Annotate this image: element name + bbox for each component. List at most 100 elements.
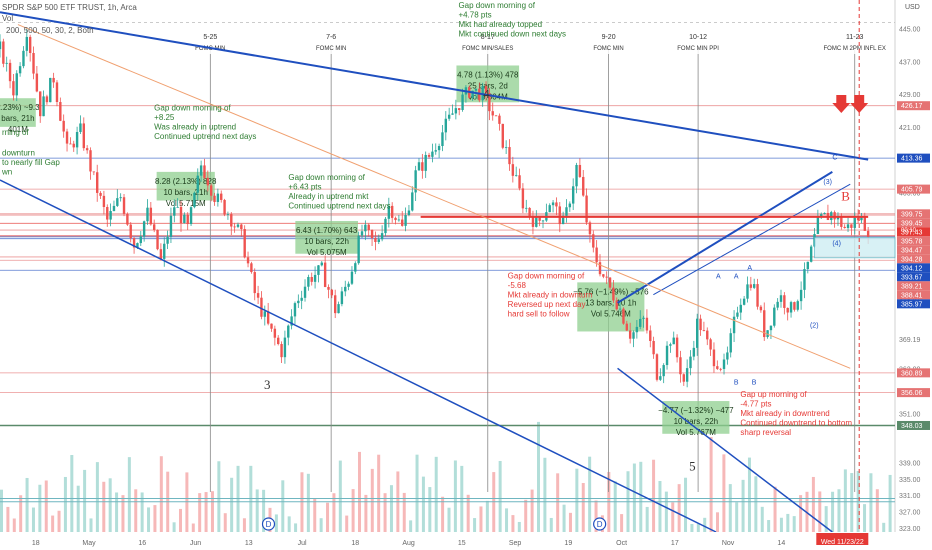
- price-tick-label: 323.00: [899, 526, 921, 533]
- candle-body: [387, 205, 391, 219]
- event-label: FOMC M 2PM INFL EX: [823, 46, 885, 52]
- price-tag-label: 413.36: [901, 156, 923, 163]
- measure-boxes: 2.23%) ~9.3 bars, 21h 401M 8.28 (2.13%) 828…: [0, 65, 734, 437]
- event-label: FOMC MIN: [593, 46, 623, 52]
- candle-body: [749, 284, 753, 288]
- candle-body: [106, 207, 109, 220]
- volume-bar: [543, 457, 547, 532]
- volume-bar: [95, 462, 99, 532]
- volume-bar: [38, 484, 42, 532]
- candle-body: [89, 150, 92, 172]
- wave-label: 5: [689, 459, 696, 474]
- candle-body: [2, 41, 5, 64]
- measure-box-text: 13 bars, 10 1h: [585, 298, 636, 307]
- candle-body: [451, 113, 454, 115]
- candle-body: [49, 77, 52, 103]
- volume-bar: [786, 513, 790, 532]
- candle-body: [394, 217, 397, 221]
- volume-bar: [345, 515, 349, 532]
- volume-bar: [332, 493, 336, 532]
- volume-bar: [747, 457, 751, 532]
- candle-body: [213, 195, 216, 202]
- down-arrow-icon: [832, 95, 851, 113]
- volume-bar: [319, 518, 323, 532]
- annotation-text: -5.68: [508, 281, 527, 290]
- candle-body: [317, 265, 320, 275]
- candle-body: [69, 143, 72, 145]
- annotation-text: +4.78 pts: [458, 11, 491, 20]
- candle-body: [669, 344, 672, 346]
- candle-body: [313, 274, 317, 282]
- candle-body: [149, 207, 153, 225]
- candle-body: [860, 216, 863, 221]
- candle-body: [287, 325, 290, 338]
- candle-body: [75, 131, 79, 148]
- candle-body: [163, 243, 166, 259]
- measure-box-text: 25 bars, 2d: [468, 81, 508, 90]
- annotation-text: downturn: [2, 149, 35, 158]
- candle-body: [612, 287, 615, 301]
- candle-body: [447, 114, 451, 119]
- price-tag-label: 399.45: [901, 220, 923, 227]
- candle-body: [756, 284, 759, 307]
- candle-body: [300, 297, 303, 301]
- candle-body: [360, 231, 364, 236]
- candle-body: [122, 197, 126, 214]
- candle-body: [531, 216, 535, 227]
- volume-bar: [217, 461, 221, 532]
- candle-body: [645, 317, 649, 331]
- measure-box-text: −5.76 (−1.49%) −576: [573, 287, 649, 296]
- volume-bar: [287, 516, 291, 532]
- annotation-text: Already in uptrend mkt: [288, 192, 369, 201]
- candle-body: [672, 337, 675, 345]
- volume-bar: [115, 492, 119, 532]
- candle-body: [722, 359, 726, 369]
- price-tag-bg: [897, 236, 930, 246]
- time-tick-label: May: [82, 540, 96, 547]
- candle-body: [521, 188, 525, 209]
- time-tick-label: Sep: [509, 540, 522, 547]
- volume-bar: [172, 522, 176, 532]
- candle-body: [183, 214, 186, 224]
- event-date: 11-23: [846, 34, 863, 41]
- volume-bar: [447, 507, 451, 532]
- price-tick-label: 405.00: [899, 190, 921, 197]
- wave-label: B: [841, 189, 850, 204]
- price-tag-bg: [897, 263, 930, 273]
- wave-sub-label: A: [734, 273, 739, 280]
- candle-body: [427, 154, 431, 157]
- candle-body: [277, 337, 280, 345]
- candle-body: [555, 202, 558, 207]
- volume-bar: [703, 517, 707, 532]
- candle-body: [665, 345, 669, 366]
- range-box: [814, 236, 896, 259]
- candle-body: [736, 312, 739, 317]
- candle-body: [39, 91, 42, 117]
- candle-body: [511, 164, 515, 176]
- candle-body: [62, 120, 65, 132]
- candle-body: [726, 352, 729, 360]
- volume-bar: [389, 485, 393, 532]
- candle-body: [528, 207, 531, 217]
- candle-body: [310, 276, 313, 282]
- candle-body: [297, 300, 300, 304]
- price-tag-label: 360.89: [901, 370, 923, 377]
- price-tick-label: 335.00: [899, 477, 921, 484]
- wave-sub-label: B: [752, 380, 757, 387]
- candle-body: [18, 66, 22, 74]
- candle-body: [850, 224, 853, 228]
- price-tick-label: 339.00: [899, 460, 921, 467]
- trendline: [17, 24, 851, 369]
- candle-body: [820, 214, 823, 218]
- candle-body: [417, 162, 421, 171]
- price-tag-bg: [897, 245, 930, 255]
- volume-bar: [741, 479, 745, 532]
- candle-body: [605, 276, 608, 278]
- time-tick-label: 16: [138, 540, 146, 547]
- candle-body: [199, 165, 203, 176]
- candle-body: [488, 93, 491, 112]
- price-tag-label: 395.78: [901, 238, 923, 245]
- annotation-text: hard sell to follow: [508, 309, 570, 318]
- candle-body: [196, 175, 199, 193]
- price-tag-label: 394.28: [901, 256, 923, 263]
